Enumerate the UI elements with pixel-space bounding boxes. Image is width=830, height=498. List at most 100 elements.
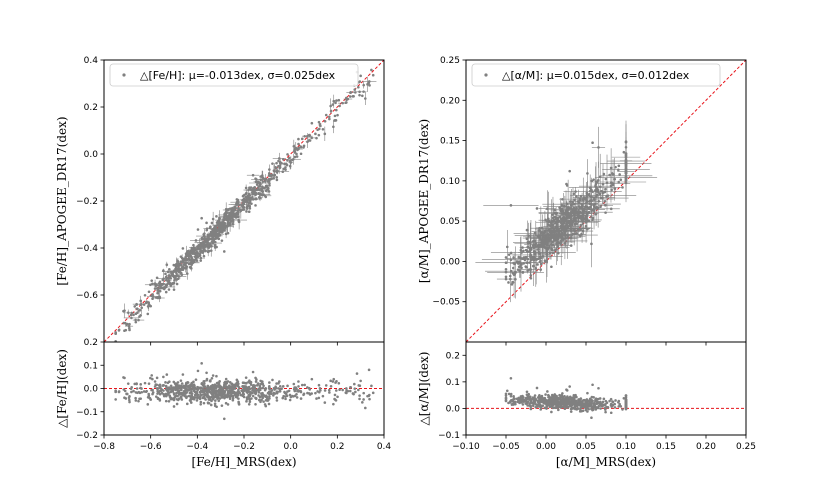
data-point — [579, 223, 582, 227]
residual-points-left — [114, 362, 375, 421]
data-point — [268, 181, 271, 185]
x-tick-label: 0.4 — [377, 442, 392, 452]
residual-point — [585, 398, 589, 402]
residual-point — [317, 383, 321, 387]
residual-point — [244, 385, 248, 388]
residual-point — [215, 374, 218, 378]
residual-point — [196, 369, 200, 373]
data-point — [512, 256, 515, 259]
data-point — [259, 178, 263, 182]
residual-point — [244, 376, 248, 379]
data-point — [345, 101, 348, 104]
data-point — [597, 146, 600, 149]
residual-point — [170, 386, 173, 390]
data-point — [569, 214, 573, 218]
data-point — [567, 219, 571, 223]
residual-point — [328, 391, 331, 394]
residual-point — [358, 394, 361, 397]
residual-point — [185, 381, 189, 385]
residual-point — [224, 401, 228, 405]
residual-point — [202, 401, 206, 405]
data-point — [185, 265, 189, 268]
residual-point — [617, 400, 620, 404]
residual-point — [595, 406, 599, 409]
data-point — [291, 158, 294, 162]
data-point — [371, 73, 375, 77]
data-point — [260, 189, 264, 193]
legend-label-fe-h: △[Fe/H]: μ=-0.013dex, σ=0.025dex — [140, 69, 336, 82]
data-point — [175, 267, 179, 271]
residual-point — [164, 381, 167, 384]
residual-point — [114, 389, 117, 392]
residual-point — [172, 405, 176, 408]
data-point — [181, 247, 185, 250]
residual-point — [269, 389, 273, 393]
residual-point — [153, 385, 157, 388]
data-point — [172, 270, 175, 273]
data-point — [514, 271, 517, 274]
data-point — [217, 234, 220, 238]
residual-point — [191, 386, 194, 390]
residual-point — [288, 398, 292, 402]
data-point — [560, 226, 563, 230]
residual-point — [268, 397, 271, 400]
residual-point — [241, 381, 245, 385]
data-point — [180, 264, 183, 267]
data-point — [504, 256, 508, 259]
data-point — [164, 275, 168, 279]
residual-point — [127, 396, 131, 400]
data-point — [517, 260, 521, 263]
x-tick-label: 0.20 — [696, 442, 716, 452]
data-point — [206, 238, 209, 241]
residual-point — [185, 402, 189, 406]
data-point — [254, 204, 257, 207]
residual-point — [267, 402, 271, 406]
data-point — [332, 125, 335, 129]
residual-point — [231, 394, 235, 398]
residual-point — [267, 385, 271, 388]
data-point — [240, 204, 243, 207]
residual-point — [162, 394, 166, 398]
residual-point — [601, 400, 605, 404]
residual-point — [529, 399, 533, 403]
data-point — [561, 212, 565, 215]
residual-point — [353, 387, 357, 390]
data-point — [185, 251, 189, 255]
data-point — [276, 169, 279, 173]
residual-point — [247, 403, 251, 406]
data-point — [561, 209, 565, 213]
data-point — [310, 121, 314, 125]
residual-point — [302, 392, 306, 396]
data-point — [277, 159, 280, 163]
y-tick-label: −0.1 — [438, 431, 460, 441]
data-point — [539, 259, 542, 263]
data-point — [510, 283, 514, 286]
y-tick-label: 0.25 — [440, 56, 460, 66]
data-point — [164, 285, 168, 289]
residual-point — [241, 391, 245, 395]
data-point — [577, 205, 581, 208]
data-point — [551, 223, 555, 227]
data-point — [162, 282, 165, 286]
data-point — [511, 271, 515, 275]
data-point — [260, 193, 263, 197]
one-to-one-line-right — [466, 60, 746, 342]
scatter-points-left — [114, 68, 377, 342]
data-point — [568, 224, 572, 228]
residual-point — [132, 389, 135, 393]
residual-point — [268, 381, 271, 384]
data-point — [234, 206, 237, 210]
data-point — [278, 164, 282, 168]
residual-point — [184, 392, 187, 395]
residual-point — [241, 394, 244, 397]
data-point — [153, 287, 157, 290]
residual-point — [546, 403, 549, 407]
data-point — [172, 275, 176, 279]
residual-point — [156, 397, 160, 401]
data-point — [245, 200, 249, 203]
data-point — [317, 133, 321, 137]
residual-point — [162, 389, 165, 392]
residual-point — [235, 378, 239, 382]
residual-point — [217, 399, 221, 403]
data-point — [328, 117, 331, 121]
